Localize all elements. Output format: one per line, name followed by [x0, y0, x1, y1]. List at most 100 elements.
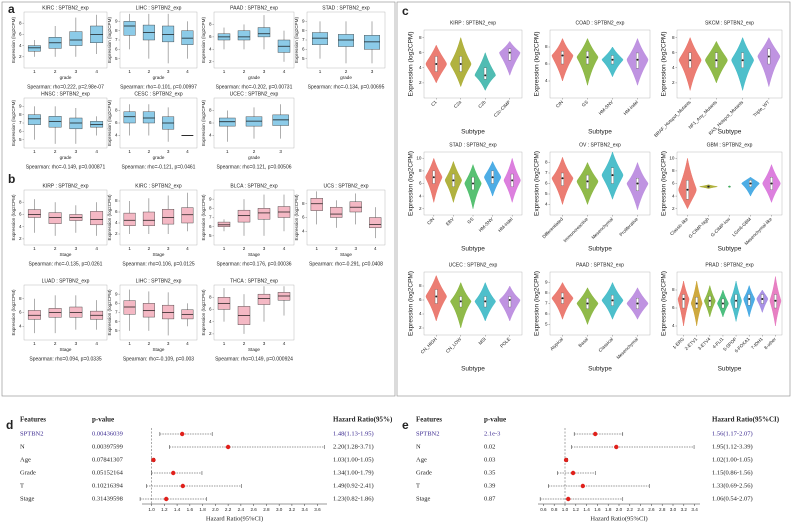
- x-tick-label: 4: [186, 149, 189, 154]
- hazard-point: [614, 444, 619, 450]
- x-tick-label: Basal: [577, 337, 589, 349]
- p-value: 0.35: [484, 469, 495, 476]
- y-axis-label: Expression (log2CPM): [201, 100, 206, 146]
- x-tick-label: 4: [283, 341, 286, 346]
- stat-annotation: Spearman: rho=-0.202, p=0.00731: [216, 84, 293, 90]
- y-tick-label: 5: [115, 328, 118, 333]
- x-tick-label: 3.2: [681, 507, 688, 512]
- box: [123, 300, 136, 315]
- chart-title: UCS : SPTBN2_exp: [323, 183, 368, 189]
- box: [27, 114, 41, 125]
- median-point: [484, 74, 487, 77]
- median-point: [611, 299, 614, 302]
- box: [142, 303, 155, 318]
- panel-label: e: [402, 418, 409, 432]
- p-value: 0.00397599: [92, 443, 123, 450]
- median-point: [435, 63, 438, 65]
- x-tick-label: 0.6: [540, 507, 547, 512]
- hazard-ratio: 1.49(0.92-2.41): [333, 482, 374, 489]
- median-point: [749, 182, 752, 185]
- stat-annotation: Spearman: rho=-0.109, p=0.003: [123, 356, 194, 362]
- x-tick-label: 4: [374, 246, 377, 251]
- x-tick-label: 1.2: [573, 507, 580, 512]
- y-tick-label: 5: [545, 191, 548, 196]
- median-point: [708, 299, 711, 302]
- median-point: [682, 298, 685, 300]
- x-axis-label: Subtype: [588, 246, 612, 253]
- feature: Grade: [416, 469, 432, 476]
- y-tick-label: 8: [19, 296, 22, 301]
- chart-title: PAAD : SPTBN2_exp: [230, 5, 278, 11]
- x-tick-label: 3.0: [276, 507, 283, 512]
- y-axis-label: Expression (log2CPM): [201, 17, 206, 63]
- x-tick-label: 2.2: [627, 507, 634, 512]
- feature: T: [20, 482, 24, 489]
- panel-label: b: [8, 172, 15, 186]
- median-point: [435, 295, 438, 298]
- x-tick-label: HM-indel: [623, 100, 640, 117]
- chart-title: KIRP : SPTBN2_exp: [42, 183, 88, 189]
- x-tick-label: 2-ETV1: [684, 336, 699, 351]
- x-tick-label: 1: [128, 69, 131, 74]
- hazard-point: [151, 457, 156, 463]
- median-point: [770, 182, 773, 185]
- y-tick-label: 4: [19, 323, 22, 328]
- box: [257, 293, 271, 305]
- y-axis-label: Expression (log2CPM): [11, 17, 16, 63]
- x-tick-label: 4: [283, 246, 286, 251]
- x-tick-label: 1.6: [594, 507, 601, 512]
- panel-border: [1, 1, 396, 397]
- median-point: [774, 299, 777, 302]
- chart-title: STAD : SPTBN2_exp: [449, 142, 497, 148]
- y-tick-label: 7: [209, 215, 212, 220]
- y-tick-label: 4: [302, 228, 305, 233]
- x-tick-label: Immunoreactive: [562, 216, 589, 243]
- x-axis-label: grade: [248, 75, 260, 80]
- x-tick-label: HM-SNV: [598, 99, 615, 116]
- median-point: [728, 185, 731, 188]
- y-tick-label: 8: [209, 294, 212, 299]
- y-axis-label: Expression (log2CPM): [661, 271, 668, 336]
- x-tick-label: 2: [148, 246, 151, 251]
- box: [338, 34, 355, 47]
- chart-title: UCEC : SPTBN2_exp: [230, 91, 279, 97]
- median-point: [767, 55, 770, 58]
- y-tick-label: 4: [209, 47, 212, 52]
- y-tick-label: 10: [416, 156, 422, 161]
- panel-border: [396, 1, 791, 397]
- box: [162, 25, 175, 43]
- x-tick-label: 2: [335, 246, 338, 251]
- x-axis-label: Stage: [59, 252, 71, 257]
- panel-label: a: [8, 2, 15, 16]
- stat-annotation: Spearman: rho=-0.101, p=0.00997: [120, 84, 197, 90]
- chart-title: COAD : SPTBN2_exp: [576, 20, 625, 26]
- column-header: Hazard Ratio(95%CI): [712, 416, 780, 424]
- box: [90, 211, 104, 226]
- x-tick-label: 8-other: [763, 336, 777, 350]
- x-axis-label: Stage: [248, 347, 260, 352]
- y-tick-label: 9: [302, 19, 305, 24]
- box: [310, 198, 323, 211]
- y-tick-label: 6: [302, 215, 305, 220]
- median-point: [472, 182, 474, 185]
- p-value: 0.03: [484, 456, 495, 463]
- y-axis-label: Expression (log2CPM): [107, 17, 112, 63]
- y-tick-label: 8: [209, 206, 212, 211]
- x-axis-label: grade: [153, 75, 165, 80]
- y-tick-label: 6: [115, 47, 118, 52]
- median-point: [636, 58, 639, 61]
- median-point: [561, 177, 564, 180]
- y-tick-label: 2: [419, 325, 422, 330]
- y-tick-label: 6: [672, 305, 675, 310]
- box: [330, 206, 343, 218]
- box: [27, 45, 41, 52]
- chart-title: HNSC : SPTBN2_exp: [41, 91, 90, 97]
- x-tick-label: G-CIMP-low: [710, 216, 732, 238]
- box: [181, 30, 194, 45]
- y-tick-label: 4: [419, 193, 422, 198]
- x-tick-label: 1: [128, 149, 131, 154]
- hazard-point: [164, 496, 169, 502]
- y-tick-label: 8: [115, 28, 118, 33]
- x-tick-label: Classic-like: [669, 216, 689, 236]
- median-point: [636, 182, 639, 185]
